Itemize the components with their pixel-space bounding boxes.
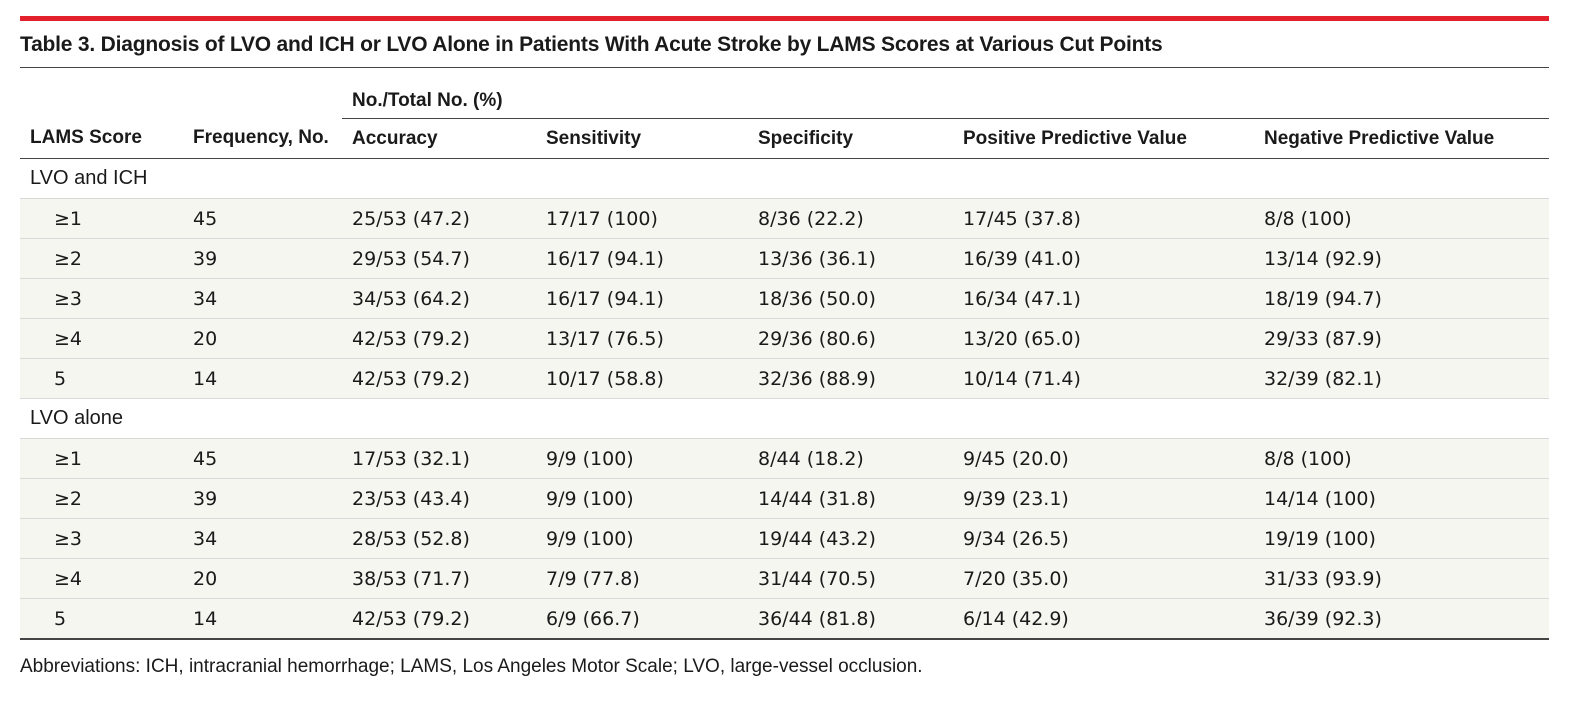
table-row: ≥4 20 42/53 (79.2) 13/17 (76.5) 29/36 (80.6)…	[20, 318, 1550, 359]
column-header-specificity: Specificity	[748, 118, 953, 159]
header-spacer	[183, 68, 342, 119]
table-row: 5 14 42/53 (79.2) 6/9 (66.7) 36/44 (81.8) 6/1…	[20, 598, 1550, 640]
cell-sensitivity: 10/17 (58.8)	[536, 358, 748, 399]
section-row: LVO and ICH	[20, 158, 1550, 199]
cell-specificity: 36/44 (81.8)	[748, 598, 953, 640]
accent-bar	[20, 16, 1549, 21]
cell-sensitivity: 9/9 (100)	[536, 438, 748, 479]
table-row: ≥2 39 29/53 (54.7) 16/17 (94.1) 13/36 (36.1)…	[20, 238, 1550, 279]
cell-accuracy: 34/53 (64.2)	[342, 278, 536, 319]
cell-ppv: 13/20 (65.0)	[953, 318, 1254, 359]
cell-accuracy: 25/53 (47.2)	[342, 198, 536, 239]
cell-npv: 29/33 (87.9)	[1254, 318, 1550, 359]
cell-lams-score: ≥4	[20, 318, 183, 359]
cell-npv: 14/14 (100)	[1254, 478, 1550, 519]
header-spacer	[20, 68, 183, 119]
cell-specificity: 32/36 (88.9)	[748, 358, 953, 399]
cell-ppv: 6/14 (42.9)	[953, 598, 1254, 640]
table-row: ≥3 34 28/53 (52.8) 9/9 (100) 19/44 (43.2) 9/3…	[20, 518, 1550, 559]
cell-accuracy: 42/53 (79.2)	[342, 598, 536, 640]
cell-specificity: 8/44 (18.2)	[748, 438, 953, 479]
cell-sensitivity: 9/9 (100)	[536, 518, 748, 559]
cell-ppv: 9/34 (26.5)	[953, 518, 1254, 559]
table-row: ≥4 20 38/53 (71.7) 7/9 (77.8) 31/44 (70.5) 7/…	[20, 558, 1550, 599]
section-row: LVO alone	[20, 398, 1550, 439]
cell-accuracy: 28/53 (52.8)	[342, 518, 536, 559]
cell-npv: 8/8 (100)	[1254, 438, 1550, 479]
cell-specificity: 31/44 (70.5)	[748, 558, 953, 599]
cell-sensitivity: 6/9 (66.7)	[536, 598, 748, 640]
cell-npv: 19/19 (100)	[1254, 518, 1550, 559]
section-label: LVO alone	[20, 398, 1550, 439]
column-header-ppv: Positive Predictive Value	[953, 118, 1254, 159]
cell-ppv: 10/14 (71.4)	[953, 358, 1254, 399]
table-row: ≥1 45 17/53 (32.1) 9/9 (100) 8/44 (18.2) 9/45…	[20, 438, 1550, 479]
cell-sensitivity: 16/17 (94.1)	[536, 238, 748, 279]
footnote: Abbreviations: ICH, intracranial hemorrh…	[20, 656, 923, 677]
cell-specificity: 18/36 (50.0)	[748, 278, 953, 319]
table-row: 5 14 42/53 (79.2) 10/17 (58.8) 32/36 (88.9) 1…	[20, 358, 1550, 399]
cell-ppv: 17/45 (37.8)	[953, 198, 1254, 239]
cell-frequency: 39	[183, 478, 342, 519]
cell-sensitivity: 9/9 (100)	[536, 478, 748, 519]
data-table: No./Total No. (%) LAMS Score Frequency, N…	[20, 68, 1550, 640]
cell-frequency: 20	[183, 318, 342, 359]
cell-frequency: 20	[183, 558, 342, 599]
cell-frequency: 14	[183, 358, 342, 399]
cell-accuracy: 42/53 (79.2)	[342, 318, 536, 359]
cell-ppv: 16/39 (41.0)	[953, 238, 1254, 279]
cell-specificity: 14/44 (31.8)	[748, 478, 953, 519]
cell-specificity: 19/44 (43.2)	[748, 518, 953, 559]
group-header: No./Total No. (%)	[342, 68, 1550, 119]
cell-lams-score: ≥4	[20, 558, 183, 599]
table-row: ≥1 45 25/53 (47.2) 17/17 (100) 8/36 (22.2) 17…	[20, 198, 1550, 239]
cell-ppv: 9/39 (23.1)	[953, 478, 1254, 519]
cell-ppv: 7/20 (35.0)	[953, 558, 1254, 599]
cell-npv: 32/39 (82.1)	[1254, 358, 1550, 399]
cell-frequency: 34	[183, 278, 342, 319]
cell-accuracy: 17/53 (32.1)	[342, 438, 536, 479]
cell-frequency: 45	[183, 198, 342, 239]
column-header-accuracy: Accuracy	[342, 118, 536, 159]
cell-sensitivity: 17/17 (100)	[536, 198, 748, 239]
cell-lams-score: ≥2	[20, 238, 183, 279]
cell-frequency: 39	[183, 238, 342, 279]
cell-sensitivity: 7/9 (77.8)	[536, 558, 748, 599]
cell-lams-score: ≥3	[20, 518, 183, 559]
cell-npv: 18/19 (94.7)	[1254, 278, 1550, 319]
cell-npv: 36/39 (92.3)	[1254, 598, 1550, 640]
column-header-npv: Negative Predictive Value	[1254, 118, 1550, 159]
table-title: Table 3. Diagnosis of LVO and ICH or LVO…	[20, 21, 1549, 68]
cell-ppv: 9/45 (20.0)	[953, 438, 1254, 479]
cell-frequency: 34	[183, 518, 342, 559]
cell-npv: 8/8 (100)	[1254, 198, 1550, 239]
cell-accuracy: 38/53 (71.7)	[342, 558, 536, 599]
table-figure: Table 3. Diagnosis of LVO and ICH or LVO…	[20, 16, 1550, 678]
cell-specificity: 29/36 (80.6)	[748, 318, 953, 359]
cell-lams-score: ≥3	[20, 278, 183, 319]
cell-lams-score: 5	[20, 598, 183, 640]
cell-lams-score: ≥1	[20, 198, 183, 239]
cell-specificity: 13/36 (36.1)	[748, 238, 953, 279]
cell-frequency: 45	[183, 438, 342, 479]
column-header-lams-score: LAMS Score	[20, 118, 183, 159]
cell-npv: 13/14 (92.9)	[1254, 238, 1550, 279]
cell-accuracy: 42/53 (79.2)	[342, 358, 536, 399]
table-row: ≥2 39 23/53 (43.4) 9/9 (100) 14/44 (31.8) 9/3…	[20, 478, 1550, 519]
column-header-sensitivity: Sensitivity	[536, 118, 748, 159]
cell-sensitivity: 13/17 (76.5)	[536, 318, 748, 359]
cell-lams-score: ≥1	[20, 438, 183, 479]
table-row: ≥3 34 34/53 (64.2) 16/17 (94.1) 18/36 (50.0)…	[20, 278, 1550, 319]
column-header-frequency: Frequency, No.	[183, 118, 342, 159]
cell-sensitivity: 16/17 (94.1)	[536, 278, 748, 319]
cell-specificity: 8/36 (22.2)	[748, 198, 953, 239]
cell-npv: 31/33 (93.9)	[1254, 558, 1550, 599]
cell-accuracy: 23/53 (43.4)	[342, 478, 536, 519]
cell-lams-score: ≥2	[20, 478, 183, 519]
cell-frequency: 14	[183, 598, 342, 640]
cell-accuracy: 29/53 (54.7)	[342, 238, 536, 279]
cell-lams-score: 5	[20, 358, 183, 399]
section-label: LVO and ICH	[20, 158, 1550, 199]
cell-ppv: 16/34 (47.1)	[953, 278, 1254, 319]
